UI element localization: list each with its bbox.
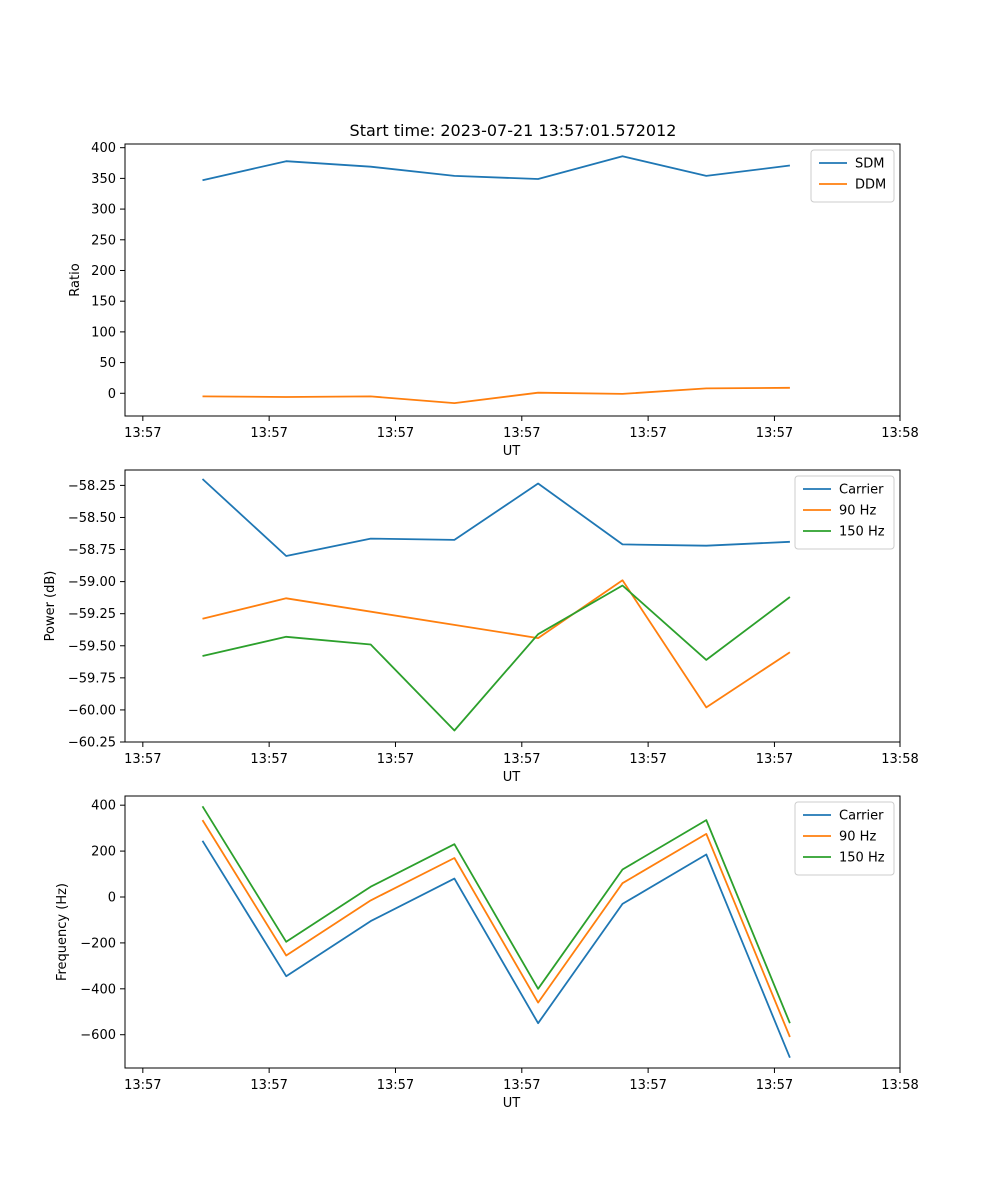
legend-label: 90 Hz: [839, 504, 876, 519]
x-axis-label: UT: [503, 444, 521, 459]
x-tick-label: 13:57: [250, 426, 287, 441]
y-tick-label: 50: [99, 356, 116, 371]
chart-title: Start time: 2023-07-21 13:57:01.572012: [350, 121, 677, 140]
legend: SDM DDM: [810, 149, 895, 203]
x-tick-label: 13:58: [881, 1078, 918, 1093]
x-tick-label: 13:57: [629, 752, 666, 767]
y-tick-label: −59.50: [68, 639, 116, 654]
plot-frame: [124, 143, 901, 417]
plot-frame: [124, 469, 901, 743]
x-tick-label: 13:57: [756, 752, 793, 767]
x-tick-label: 13:58: [881, 426, 918, 441]
x-tick-label: 13:57: [377, 426, 414, 441]
legend-label: DDM: [855, 178, 886, 193]
y-tick-label: −59.00: [68, 575, 116, 590]
series-line-sdm: [202, 155, 791, 182]
y-tick-label: 300: [91, 203, 116, 218]
y-axis-label: Ratio: [68, 263, 83, 296]
x-axis-label: UT: [503, 770, 521, 785]
y-tick-label: −58.50: [68, 511, 116, 526]
x-tick-label: 13:57: [503, 1078, 540, 1093]
y-tick-label: 200: [91, 845, 116, 860]
y-tick-label: −59.25: [68, 607, 116, 622]
y-tick-label: 400: [91, 141, 116, 156]
y-tick-label: −58.75: [68, 543, 116, 558]
plot-frame: [124, 795, 901, 1069]
legend-label: SDM: [855, 157, 884, 172]
x-tick-label: 13:57: [629, 1078, 666, 1093]
legend: Carrier 90 Hz 150 Hz: [794, 475, 895, 550]
x-tick-label: 13:57: [503, 426, 540, 441]
x-tick-label: 13:57: [756, 1078, 793, 1093]
y-tick-label: 0: [108, 890, 116, 905]
legend-label: 90 Hz: [839, 830, 876, 845]
charts-container: 13:57 13:57 13:57 13:57 13:57 13:57 13:58 0 50 10…: [43, 141, 919, 1111]
x-axis-label: UT: [503, 1096, 521, 1111]
legend-label: 150 Hz: [839, 525, 885, 540]
x-tick-label: 13:58: [881, 752, 918, 767]
y-tick-label: −200: [80, 936, 116, 951]
x-tick-label: 13:57: [250, 752, 287, 767]
subplot-3: 13:57 13:57 13:57 13:57 13:57 13:57 13:58 −600 −…: [55, 795, 919, 1111]
series-line-150-hz: [201, 805, 791, 1024]
legend-label: Carrier: [839, 809, 884, 824]
y-tick-label: −600: [80, 1028, 116, 1043]
x-tick-label: 13:57: [250, 1078, 287, 1093]
y-tick-label: 400: [91, 799, 116, 814]
x-tick-label: 13:57: [377, 1078, 414, 1093]
series-line-carrier: [201, 840, 791, 1059]
subplot-1: 13:57 13:57 13:57 13:57 13:57 13:57 13:58 0 50 10…: [68, 141, 919, 459]
y-tick-label: −60.00: [68, 703, 116, 718]
legend-label: Carrier: [839, 483, 884, 498]
legend: Carrier 90 Hz 150 Hz: [794, 801, 895, 876]
y-tick-label: 150: [91, 295, 116, 310]
x-tick-label: 13:57: [629, 426, 666, 441]
subplot-2: 13:57 13:57 13:57 13:57 13:57 13:57 13:58 −60.2…: [43, 469, 919, 785]
y-axis-label: Frequency (Hz): [55, 883, 70, 981]
series-line-150-hz: [202, 584, 791, 732]
x-tick-label: 13:57: [124, 752, 161, 767]
y-tick-label: 350: [91, 172, 116, 187]
y-tick-label: 0: [108, 387, 116, 402]
y-tick-label: −59.75: [68, 671, 116, 686]
y-tick-label: −58.25: [68, 479, 116, 494]
legend-label: 150 Hz: [839, 851, 885, 866]
y-tick-label: 250: [91, 233, 116, 248]
x-tick-label: 13:57: [756, 426, 793, 441]
x-tick-label: 13:57: [124, 426, 161, 441]
y-tick-label: −400: [80, 982, 116, 997]
x-tick-label: 13:57: [377, 752, 414, 767]
series-line-90-hz: [201, 819, 791, 1038]
series-line-ddm: [202, 386, 790, 404]
y-tick-label: −60.25: [68, 736, 116, 751]
x-tick-label: 13:57: [503, 752, 540, 767]
y-axis-label: Power (dB): [43, 571, 58, 642]
y-tick-label: 100: [91, 325, 116, 340]
x-tick-label: 13:57: [124, 1078, 161, 1093]
y-tick-label: 200: [91, 264, 116, 279]
series-line-carrier: [201, 478, 790, 557]
